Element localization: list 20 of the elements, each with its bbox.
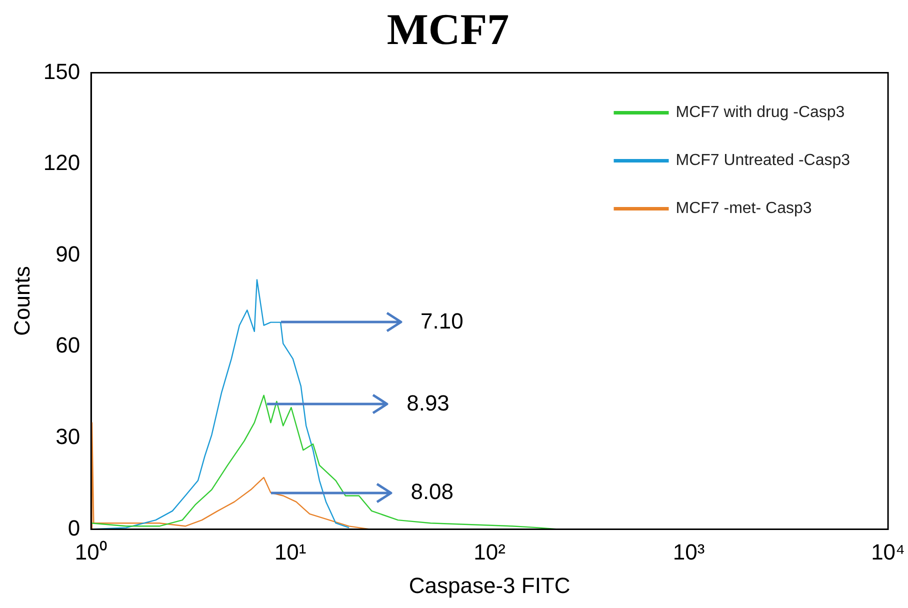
annotation: 8.93 <box>406 390 450 416</box>
chart-title: MCF7 <box>386 4 510 54</box>
y-axis-title: Counts <box>9 266 34 336</box>
x-tick-label: 10⁰ <box>74 539 108 564</box>
annotation: 7.10 <box>420 308 464 334</box>
legend-label: MCF7 with drug -Casp3 <box>676 104 845 122</box>
annotation: 8.08 <box>410 478 454 504</box>
y-tick-label: 120 <box>43 150 80 176</box>
x-tick-label: 10³ <box>672 539 705 564</box>
y-tick-label: 150 <box>43 58 80 84</box>
y-tick-label: 60 <box>56 332 80 358</box>
y-tick-label: 30 <box>56 424 80 449</box>
y-tick-label: 90 <box>56 241 80 266</box>
legend-label: MCF7 -met- Casp3 <box>676 200 812 218</box>
x-tick-label: 10¹ <box>274 539 306 564</box>
legend-label: MCF7 Untreated -Casp3 <box>676 152 850 170</box>
x-axis-title: Caspase-3 FITC <box>408 572 570 598</box>
y-tick-label: 0 <box>68 515 80 540</box>
x-tick-label: 10² <box>474 539 506 564</box>
x-tick-label: 10⁴ <box>871 539 906 564</box>
